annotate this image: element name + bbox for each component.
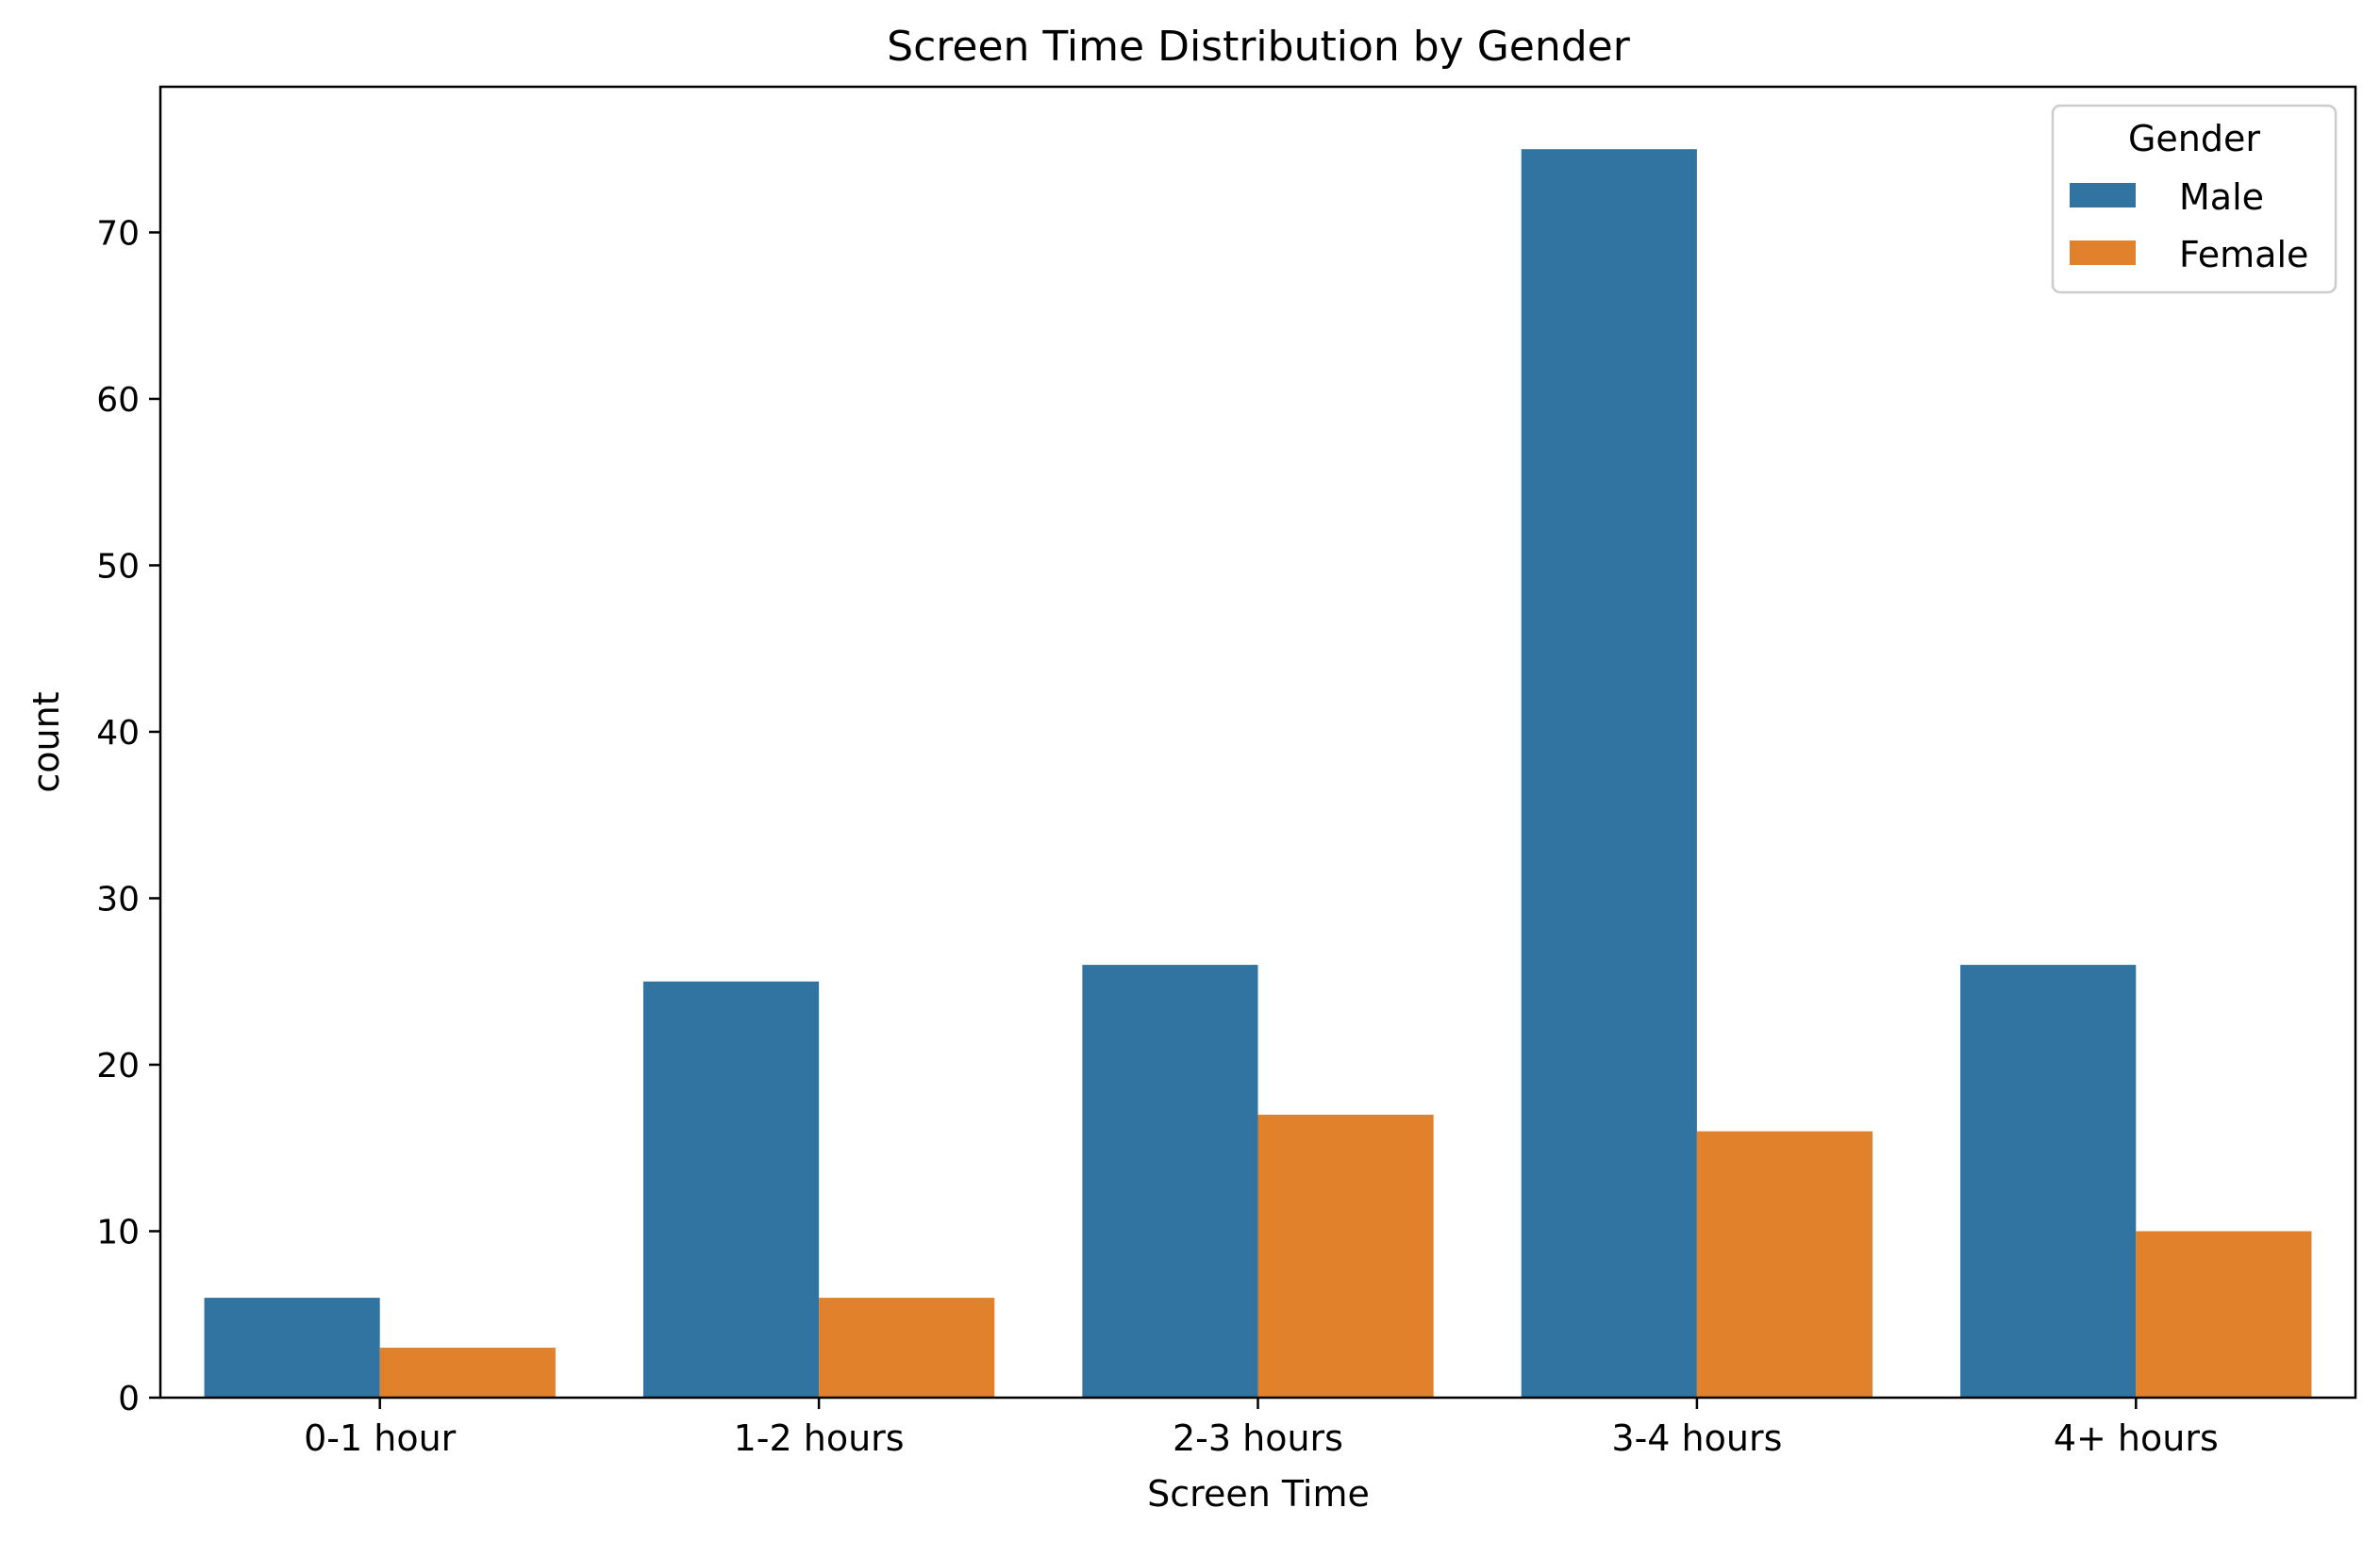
x-tick-label: 3-4 hours	[1611, 1417, 1782, 1459]
chart-title: Screen Time Distribution by Gender	[887, 23, 1631, 71]
plot-area: 0 10 20 30 40 50 60 70 0-1 hour 1-2 hours 2-3 hou…	[96, 85, 2357, 1459]
legend-swatch-male	[2070, 183, 2136, 207]
legend: Gender Male Female	[2051, 104, 2338, 294]
x-tick-label: 4+ hours	[2054, 1417, 2219, 1459]
y-tick-label: 20	[96, 1047, 140, 1085]
y-tick-label: 50	[96, 547, 140, 586]
x-tick-label: 0-1 hour	[304, 1417, 457, 1459]
bars-layer	[204, 149, 2312, 1399]
x-axis: 0-1 hour 1-2 hours 2-3 hours 3-4 hours 4+ ho…	[304, 1398, 2219, 1459]
y-axis-label: count	[25, 691, 67, 792]
y-tick-label: 40	[96, 714, 140, 753]
bar-female-4-hours	[2136, 1231, 2312, 1398]
x-tick-label: 2-3 hours	[1173, 1417, 1343, 1459]
x-tick-label: 1-2 hours	[734, 1417, 905, 1459]
bar-female-2-3-hours	[1257, 1114, 1434, 1398]
x-axis-label: Screen Time	[1147, 1473, 1370, 1515]
bar-male-3-4-hours	[1521, 149, 1697, 1399]
y-tick-label: 70	[96, 214, 140, 253]
bar-male-2-3-hours	[1082, 965, 1258, 1398]
y-axis: 0 10 20 30 40 50 60 70	[96, 214, 160, 1418]
legend-label-female: Female	[2179, 234, 2308, 275]
y-tick-label: 30	[96, 880, 140, 919]
bar-female-0-1-hour	[379, 1348, 556, 1398]
legend-title: Gender	[2128, 118, 2260, 159]
bar-female-1-2-hours	[819, 1298, 995, 1398]
y-tick-label: 10	[96, 1213, 140, 1251]
y-tick-label: 0	[118, 1380, 140, 1418]
legend-swatch-female	[2070, 240, 2136, 265]
y-tick-label: 60	[96, 381, 140, 420]
bar-male-1-2-hours	[642, 981, 820, 1398]
bar-male-4-hours	[1960, 965, 2137, 1398]
bar-female-3-4-hours	[1696, 1131, 1873, 1398]
bar-male-0-1-hour	[204, 1298, 380, 1398]
legend-label-male: Male	[2179, 176, 2264, 218]
